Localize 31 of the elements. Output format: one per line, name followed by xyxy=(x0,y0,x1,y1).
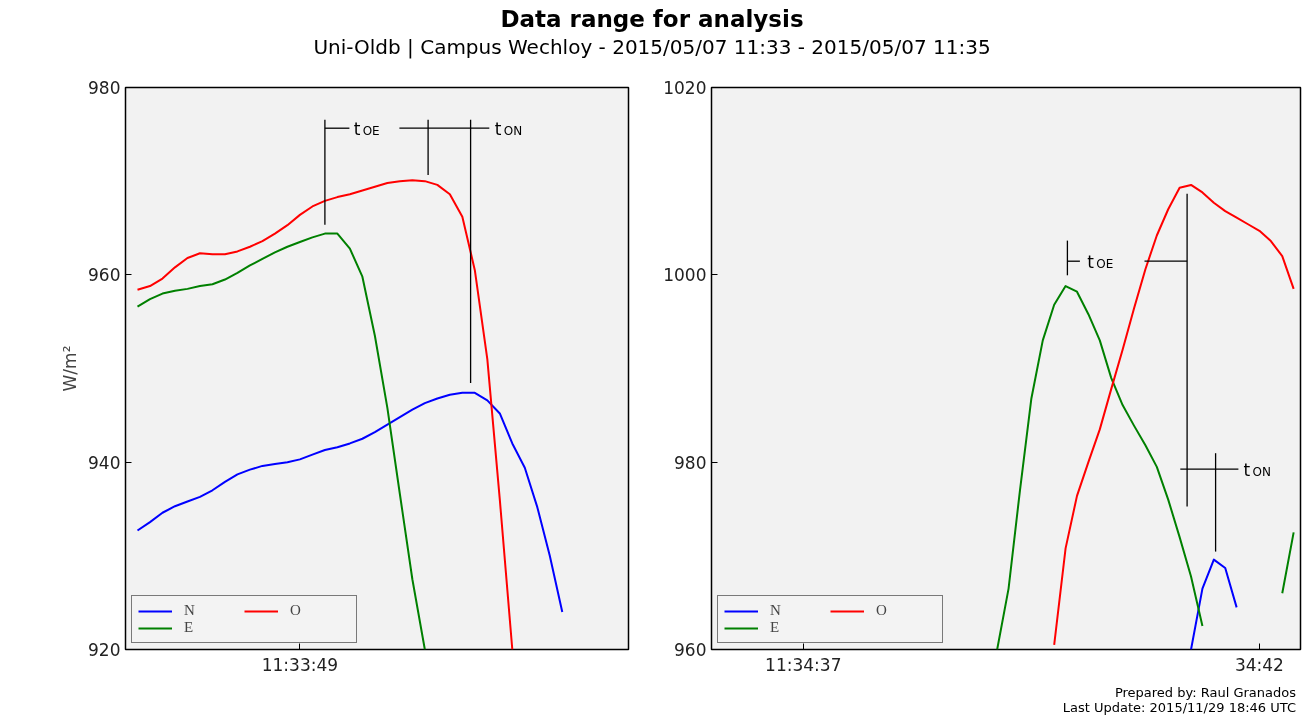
chart-subtitle: Uni-Oldb | Campus Wechloy - 2015/05/07 11:33 - 2015/05/07 11:35 xyxy=(312,34,992,61)
y-tick-label: 1020 xyxy=(663,78,707,98)
line-series xyxy=(136,391,564,614)
line-series xyxy=(1053,183,1295,646)
y-tick-label: 980 xyxy=(674,452,707,473)
legend-label: N xyxy=(184,602,196,619)
y-tick-label: 920 xyxy=(88,640,121,660)
legend-label: O xyxy=(290,602,302,619)
legend-label: N xyxy=(770,602,782,619)
y-tick-label: 960 xyxy=(674,640,707,660)
chart-title: Data range for analysis xyxy=(499,5,805,33)
legend-label: E xyxy=(770,619,781,636)
line-series xyxy=(136,232,426,650)
annotation: tOE xyxy=(353,118,380,139)
y-tick-label: 980 xyxy=(88,78,121,98)
annotation: tON xyxy=(1243,459,1271,480)
line-series xyxy=(1190,558,1238,650)
x-tick-label: 11:33:49 xyxy=(261,654,339,675)
line-series xyxy=(136,179,514,650)
text: Prepared by: Raul Granados xyxy=(1114,685,1296,700)
legend-label: O xyxy=(876,602,888,619)
y-tick-label: 940 xyxy=(88,452,121,473)
annotation: tON xyxy=(494,118,523,139)
text: Last Update: 2015/11/29 18:46 UTC xyxy=(1062,700,1296,715)
y-tick-label: 960 xyxy=(88,265,121,286)
y-tick-label: 1000 xyxy=(663,265,707,286)
y-axis-title: W/m² xyxy=(60,345,81,392)
annotation: tOE xyxy=(1087,251,1114,272)
x-tick-label: 11:34:37 xyxy=(765,654,842,675)
x-tick-label: 34:42 xyxy=(1234,654,1284,675)
legend-label: E xyxy=(184,619,195,636)
